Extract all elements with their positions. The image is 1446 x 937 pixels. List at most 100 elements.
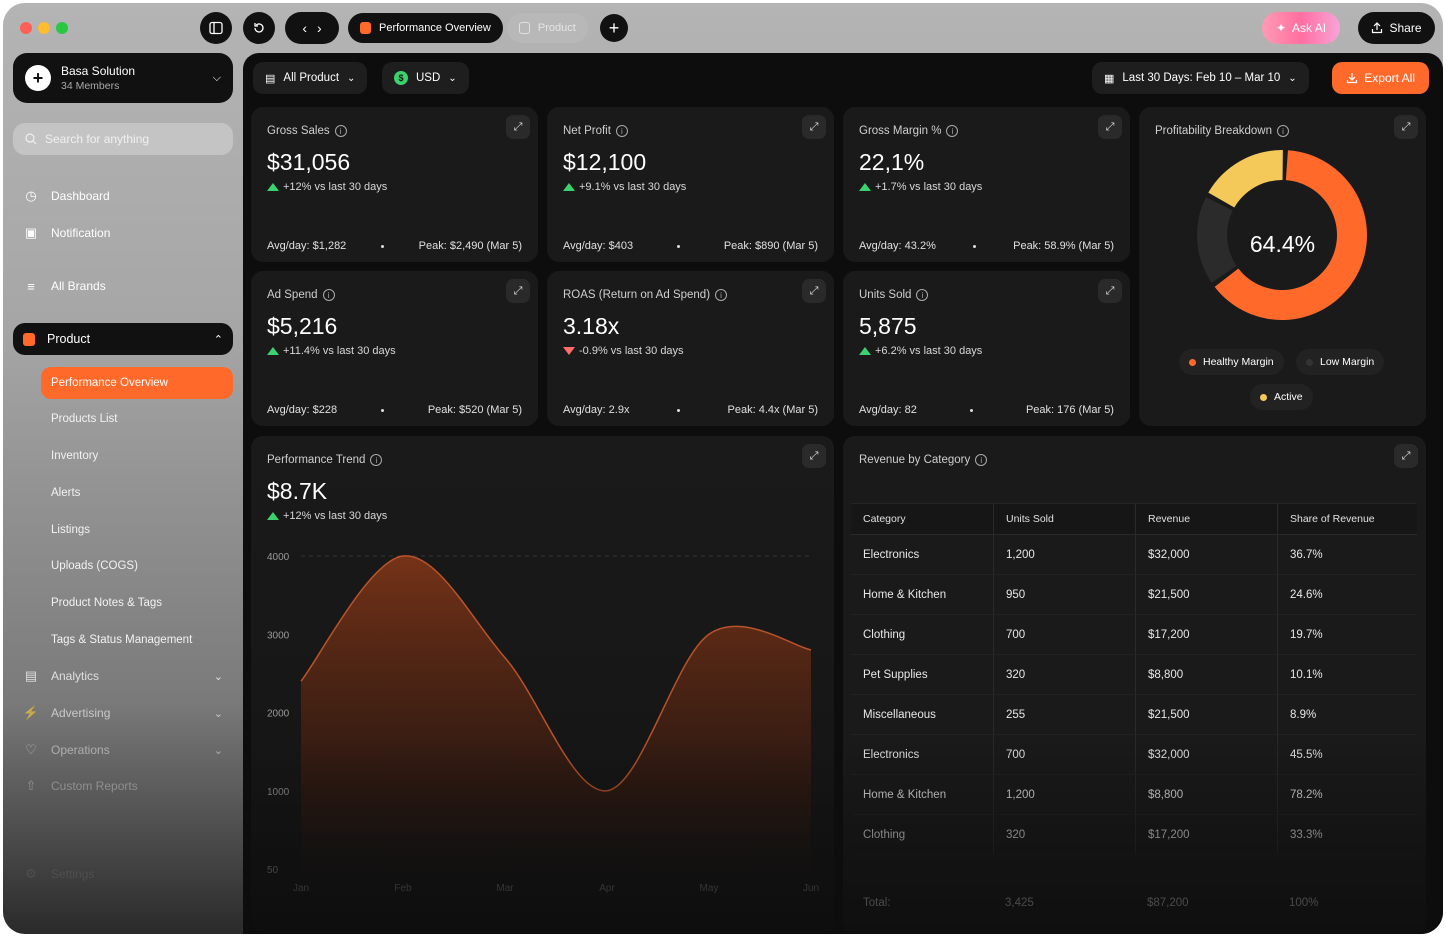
card-title: Ad Spend i (267, 289, 335, 301)
product-filter-dropdown[interactable]: ▤ All Product ⌄ (253, 62, 368, 94)
kpi-card-net-profit: Net Profit i ⤢ $12,100 +9.1% vs last 30 days… (547, 107, 834, 262)
sidebar-subitem-uploads-cogs[interactable]: Uploads (COGS) (41, 550, 233, 582)
sidebar-subitem-products-list[interactable]: Products List (41, 403, 233, 435)
sidebar-item-label: Alerts (51, 487, 81, 499)
chevron-down-icon: ⌄ (213, 707, 223, 720)
sidebar-item-analytics[interactable]: ▤ Analytics ⌄ (13, 660, 233, 692)
info-icon[interactable]: i (946, 125, 959, 137)
separator-dot (676, 408, 680, 412)
sidebar-item-advertising[interactable]: ⚡ Advertising ⌄ (13, 697, 233, 729)
info-icon[interactable]: i (975, 454, 988, 466)
expand-button[interactable]: ⤢ (802, 279, 826, 303)
info-icon[interactable]: i (370, 454, 383, 466)
sidebar-item-operations[interactable]: ♡ Operations ⌄ (13, 734, 233, 766)
donut-segment-active[interactable] (1208, 150, 1283, 208)
donut-segment-healthy-margin[interactable] (1214, 150, 1367, 320)
ask-ai-button[interactable]: ✦ Ask AI (1262, 12, 1340, 44)
refresh-button[interactable] (243, 12, 275, 44)
expand-button[interactable]: ⤢ (1098, 279, 1122, 303)
table-row[interactable]: Clothing 700 $17,200 19.7% (851, 615, 1417, 655)
product-filter-label: All Product (283, 72, 340, 84)
currency-dropdown[interactable]: $ USD ⌄ (382, 62, 469, 94)
sidebar-item-settings[interactable]: ⚙ Settings (13, 858, 233, 890)
chevron-down-icon: ⌄ (448, 72, 457, 84)
kpi-card-ad-spend: Ad Spend i ⤢ $5,216 +11.4% vs last 30 days Av… (251, 271, 538, 426)
donut-segment-low-margin[interactable] (1197, 197, 1237, 283)
expand-button[interactable]: ⤢ (802, 444, 826, 468)
expand-button[interactable]: ⤢ (1098, 115, 1122, 139)
sidebar-subitem-listings[interactable]: Listings (41, 514, 233, 546)
kpi-value: 5,875 (859, 313, 917, 339)
legend-low-margin[interactable]: Low Margin (1296, 349, 1385, 375)
table-row[interactable]: Home & Kitchen 950 $21,500 24.6% (851, 575, 1417, 615)
chevron-up-icon: ⌃ (213, 333, 223, 346)
sidebar-item-dashboard[interactable]: ◷ Dashboard (13, 180, 233, 212)
tab-product[interactable]: Product (506, 13, 588, 43)
column-header-share[interactable]: Share of Revenue (1277, 504, 1417, 534)
y-tick-label: 2000 (267, 709, 290, 720)
card-title-text: Gross Margin % (859, 125, 942, 137)
sidebar-subitem-inventory[interactable]: Inventory (41, 440, 233, 472)
info-icon[interactable]: i (1276, 125, 1289, 137)
table-cell: 950 (993, 575, 1135, 614)
back-icon[interactable]: ‹ (302, 20, 307, 36)
info-icon[interactable]: i (615, 125, 628, 137)
sidebar-subitem-alerts[interactable]: Alerts (41, 477, 233, 509)
sidebar-item-notification[interactable]: ▣ Notification (13, 217, 233, 249)
sidebar-toggle-button[interactable] (200, 12, 232, 44)
column-header-category[interactable]: Category (863, 513, 906, 525)
export-all-button[interactable]: Export All (1332, 62, 1429, 94)
minimize-window-button[interactable] (38, 22, 50, 34)
info-icon[interactable]: i (916, 289, 929, 301)
x-tick-label: Feb (394, 883, 412, 894)
expand-button[interactable]: ⤢ (506, 279, 530, 303)
column-header-revenue[interactable]: Revenue (1135, 504, 1277, 534)
close-window-button[interactable] (20, 22, 32, 34)
sidebar-item-all-brands[interactable]: ≡ All Brands (13, 270, 233, 302)
kpi-footer: Avg/day: $228 Peak: $520 (Mar 5) (267, 404, 522, 416)
kpi-footer: Avg/day: 43.2% Peak: 58.9% (Mar 5) (859, 240, 1114, 252)
table-row[interactable]: Clothing 320 $17,200 33.3% (851, 815, 1417, 855)
sidebar-subitem-performance-overview[interactable]: Performance Overview (41, 367, 233, 399)
forward-icon[interactable]: › (317, 20, 322, 36)
maximize-window-button[interactable] (56, 22, 68, 34)
sidebar-item-custom-reports[interactable]: ⇧ Custom Reports (13, 770, 233, 802)
table-row[interactable]: Electronics 700 $32,000 45.5% (851, 735, 1417, 775)
kpi-peak: Peak: 58.9% (Mar 5) (1013, 240, 1114, 252)
workspace-switcher[interactable]: + Basa Solution 34 Members ⌵ (13, 53, 233, 103)
expand-button[interactable]: ⤢ (506, 115, 530, 139)
card-title-text: Revenue by Category (859, 454, 971, 466)
expand-button[interactable]: ⤢ (802, 115, 826, 139)
expand-button[interactable]: ⤢ (1394, 115, 1418, 139)
sidebar-subitem-tags-status-management[interactable]: Tags & Status Management (41, 624, 233, 656)
legend-active[interactable]: Active (1250, 384, 1313, 410)
table-row[interactable]: Pet Supplies 320 $8,800 10.1% (851, 655, 1417, 695)
table-row[interactable]: Miscellaneous 255 $21,500 8.9% (851, 695, 1417, 735)
column-header-units-sold[interactable]: Units Sold (993, 504, 1135, 534)
tab-performance-overview[interactable]: Performance Overview (348, 13, 503, 43)
sidebar-subitem-product-notes-tags[interactable]: Product Notes & Tags (41, 587, 233, 619)
table-cell: 1,200 (993, 535, 1135, 574)
share-button[interactable]: Share (1358, 12, 1435, 44)
chevron-down-icon: ⌄ (347, 72, 356, 84)
info-icon[interactable]: i (715, 289, 728, 301)
y-tick-label: 1000 (267, 787, 290, 798)
kpi-delta-text: +9.1% vs last 30 days (579, 181, 687, 193)
table-total-row[interactable]: Total: 3,425 $87,200 100% (851, 855, 1417, 915)
sidebar-item-label: Listings (51, 524, 90, 536)
new-tab-button[interactable]: + (600, 14, 628, 42)
info-icon[interactable]: i (322, 289, 335, 301)
sidebar: + Basa Solution 34 Members ⌵ Search for … (13, 53, 233, 933)
table-row[interactable]: Home & Kitchen 1,200 $8,800 78.2% (851, 775, 1417, 815)
legend-healthy-margin[interactable]: Healthy Margin (1179, 349, 1284, 375)
table-cell: Clothing (863, 828, 906, 841)
search-input[interactable]: Search for anything (13, 123, 233, 155)
card-title-text: Profitability Breakdown (1155, 125, 1272, 137)
table-row[interactable]: Electronics 1,200 $32,000 36.7% (851, 535, 1417, 575)
date-range-dropdown[interactable]: ▦ Last 30 Days: Feb 10 – Mar 10 ⌄ (1092, 62, 1309, 94)
expand-button[interactable]: ⤢ (1394, 444, 1418, 468)
info-icon[interactable]: i (334, 125, 347, 137)
window-controls (20, 22, 68, 34)
kpi-delta: -0.9% vs last 30 days (563, 345, 684, 357)
sidebar-section-product[interactable]: Product ⌃ (13, 323, 233, 355)
